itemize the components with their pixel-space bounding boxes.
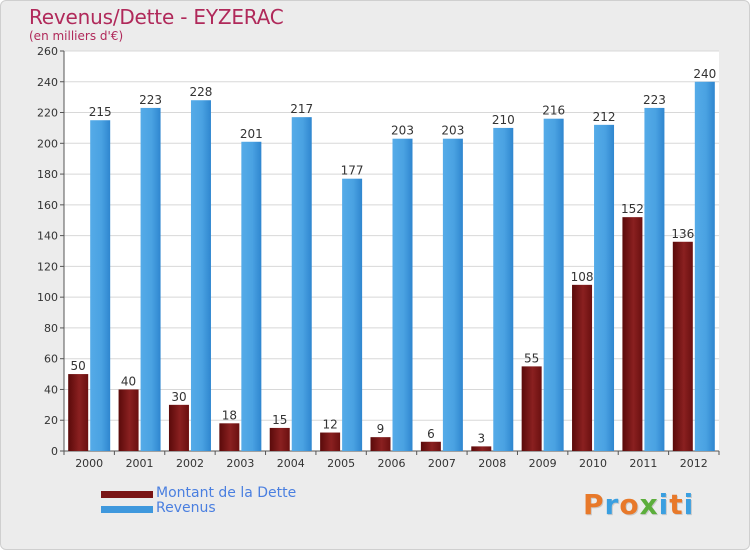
data-label-revenus: 228 [190, 85, 213, 99]
logo-letter: i [658, 488, 670, 521]
bar-revenus [694, 81, 715, 452]
data-label-dette: 108 [571, 270, 594, 284]
x-tick-label: 2007 [428, 457, 456, 470]
logo-letter: i [683, 488, 695, 521]
y-tick-label: 60 [44, 353, 58, 366]
chart-title: Revenus/Dette - EYZERAC [29, 5, 284, 29]
data-label-revenus: 215 [89, 105, 112, 119]
bar-dette [269, 427, 290, 451]
y-tick-label: 140 [37, 230, 58, 243]
bar-revenus [543, 118, 564, 451]
bar-dette [521, 366, 542, 451]
y-tick-label: 40 [44, 383, 58, 396]
bar-dette [320, 432, 341, 451]
data-label-dette: 15 [272, 413, 287, 427]
bar-revenus [90, 120, 111, 451]
data-label-revenus: 210 [492, 113, 515, 127]
bar-dette [572, 284, 593, 451]
logo-letter: x [639, 488, 659, 521]
data-label-revenus: 177 [341, 164, 364, 178]
x-tick-label: 2006 [378, 457, 406, 470]
data-label-dette: 136 [671, 227, 694, 241]
proxiti-logo: Proxiti [583, 488, 694, 521]
x-tick-label: 2009 [529, 457, 557, 470]
logo-letter: o [619, 488, 640, 521]
bar-revenus [594, 124, 615, 451]
bar-revenus [190, 100, 211, 451]
data-label-dette: 30 [171, 390, 186, 404]
bar-dette [420, 441, 441, 451]
legend-label-dette: Montant de la Dette [156, 485, 297, 501]
logo-letter: r [604, 488, 620, 521]
bar-dette [370, 437, 391, 451]
x-tick-label: 2004 [277, 457, 305, 470]
bar-dette [622, 217, 643, 451]
data-label-dette: 12 [322, 418, 337, 432]
x-tick-label: 2011 [629, 457, 657, 470]
x-tick-label: 2010 [579, 457, 607, 470]
data-label-dette: 152 [621, 202, 644, 216]
bar-dette [68, 374, 89, 451]
data-label-revenus: 212 [593, 110, 616, 124]
x-tick-label: 2002 [176, 457, 204, 470]
y-tick-label: 220 [37, 107, 58, 120]
x-tick-label: 2003 [226, 457, 254, 470]
data-label-revenus: 240 [693, 67, 716, 81]
plot-area [64, 51, 719, 451]
data-label-revenus: 201 [240, 127, 263, 141]
y-tick-label: 240 [37, 76, 58, 89]
bar-dette [672, 241, 693, 451]
legend-swatch-revenus [101, 506, 153, 513]
data-label-revenus: 223 [643, 93, 666, 107]
bar-dette [168, 404, 189, 451]
bar-revenus [291, 117, 312, 452]
x-tick-label: 2000 [75, 457, 103, 470]
logo-letter: t [669, 488, 684, 521]
data-label-dette: 9 [377, 422, 385, 436]
bar-revenus [392, 138, 413, 451]
data-label-dette: 50 [71, 359, 86, 373]
y-tick-label: 120 [37, 260, 58, 273]
logo-letter: P [583, 488, 605, 521]
y-tick-label: 100 [37, 291, 58, 304]
y-tick-label: 0 [51, 445, 58, 458]
bar-revenus [442, 138, 463, 451]
y-tick-label: 20 [44, 414, 58, 427]
y-tick-label: 200 [37, 137, 58, 150]
bar-revenus [140, 107, 161, 451]
y-tick-label: 80 [44, 322, 58, 335]
data-label-revenus: 203 [391, 124, 414, 138]
data-label-dette: 3 [477, 431, 485, 445]
bar-revenus [493, 127, 514, 451]
data-label-revenus: 223 [139, 93, 162, 107]
chart-subtitle: (en milliers d'€) [29, 29, 124, 43]
x-tick-label: 2001 [126, 457, 154, 470]
data-label-revenus: 217 [290, 102, 313, 116]
bar-dette [118, 389, 139, 451]
legend-label-revenus: Revenus [156, 500, 216, 516]
data-label-revenus: 216 [542, 104, 565, 118]
data-label-dette: 40 [121, 374, 136, 388]
x-tick-label: 2005 [327, 457, 355, 470]
y-tick-label: 180 [37, 168, 58, 181]
data-label-revenus: 203 [441, 124, 464, 138]
x-tick-label: 2008 [478, 457, 506, 470]
y-tick-label: 260 [37, 45, 58, 58]
bar-dette [219, 423, 240, 451]
bar-revenus [241, 141, 262, 451]
data-label-dette: 18 [222, 408, 237, 422]
x-tick-label: 2012 [680, 457, 708, 470]
bar-revenus [644, 107, 665, 451]
bar-dette [471, 446, 492, 451]
y-tick-label: 160 [37, 199, 58, 212]
legend-swatch-dette [101, 491, 153, 498]
bar-revenus [342, 178, 363, 451]
data-label-dette: 6 [427, 427, 435, 441]
data-label-dette: 55 [524, 351, 539, 365]
